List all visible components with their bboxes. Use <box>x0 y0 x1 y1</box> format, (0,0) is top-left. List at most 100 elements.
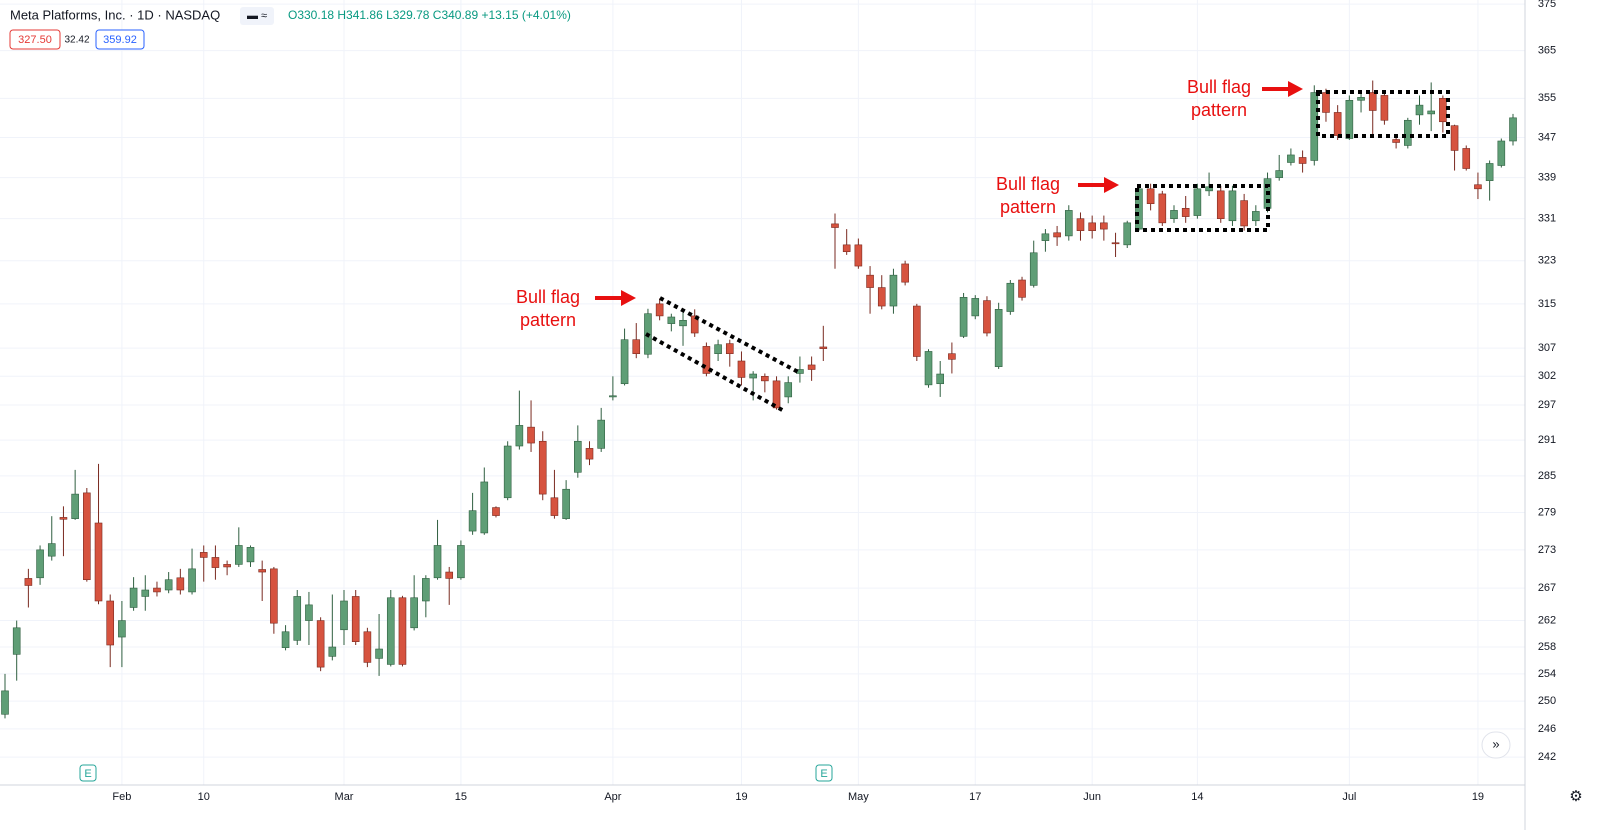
candle-body <box>270 568 278 624</box>
candle-body <box>1298 157 1307 164</box>
candle-body <box>1193 188 1202 216</box>
candle-body <box>1322 92 1330 113</box>
icons[interactable] <box>240 7 274 25</box>
y-tick-label: 307 <box>1538 342 1556 354</box>
candle-body <box>1170 210 1178 219</box>
candle-body <box>24 578 33 586</box>
arrow <box>1104 177 1119 193</box>
candle-body <box>422 578 430 602</box>
candle-body <box>141 589 150 597</box>
candle-body <box>480 481 489 534</box>
candle-body <box>94 522 103 602</box>
annotation: Bull flag <box>996 174 1060 194</box>
candle-body <box>468 510 477 532</box>
event-badge <box>815 764 833 782</box>
x-tick-label: 14 <box>1191 791 1203 803</box>
y-tick-label: 262 <box>1538 614 1556 626</box>
annotation: pattern <box>1000 197 1056 217</box>
candle-body <box>1240 200 1248 227</box>
y-tick-label: 250 <box>1538 695 1556 707</box>
y-tick-label: 347 <box>1538 131 1556 143</box>
arrow <box>1288 81 1303 97</box>
x-tick-label: Jun <box>1083 791 1101 803</box>
x-tick-label: 19 <box>1472 791 1484 803</box>
candle-body <box>1345 99 1354 139</box>
candle-body <box>363 631 372 663</box>
candles <box>1 80 1517 719</box>
candle-body <box>889 274 898 307</box>
candle-body <box>538 440 547 495</box>
y-tick-label: 273 <box>1538 544 1556 556</box>
candle-body <box>386 597 395 665</box>
candle-body <box>924 351 933 386</box>
candle-body <box>761 376 769 382</box>
x-tick-label: May <box>848 791 869 803</box>
x-tick-label: Jul <box>1342 791 1356 803</box>
candle-body <box>562 488 570 519</box>
candle-body <box>1392 139 1400 143</box>
settings-icon[interactable]: ⚙ <box>1569 788 1582 805</box>
annotation: Bull flag <box>516 287 580 307</box>
candle-body <box>1275 170 1284 178</box>
candle-body <box>1427 110 1435 115</box>
candle-body <box>1100 222 1108 230</box>
candle-body <box>1029 252 1038 286</box>
candle-body <box>106 600 115 646</box>
grid <box>0 0 1525 785</box>
spread: 32.42 <box>64 35 89 46</box>
candle-body <box>819 346 828 349</box>
event-label: E <box>820 768 827 780</box>
candle-body <box>1064 210 1073 237</box>
candle-body <box>807 364 816 370</box>
candle-body <box>971 298 980 317</box>
candle-body <box>223 564 231 568</box>
candle-body <box>1380 95 1389 121</box>
event-label: E <box>84 768 91 780</box>
candle-body <box>1076 218 1085 231</box>
candle-body <box>913 305 921 357</box>
candle-body <box>457 545 465 579</box>
candle-body <box>1053 232 1061 238</box>
candle-body <box>585 448 594 460</box>
candle-body <box>492 507 500 516</box>
candle-body <box>632 339 641 354</box>
candle-body <box>1287 154 1295 163</box>
x-tick-label: 19 <box>735 791 747 803</box>
x-tick-label: 10 <box>198 791 210 803</box>
y-tick-label: 279 <box>1538 506 1556 518</box>
candle-body <box>901 263 909 283</box>
y-tick-label: 339 <box>1538 172 1556 184</box>
y-tick-label: 297 <box>1538 399 1556 411</box>
ohlc: O330.18 H341.86 L329.78 C340.89 +13.15 (… <box>288 8 571 22</box>
flag-line <box>659 296 801 375</box>
scroll-button[interactable] <box>1481 731 1511 759</box>
candle-body <box>994 309 1003 367</box>
candle-body <box>47 543 56 557</box>
candle-body <box>725 343 734 354</box>
candle-body <box>71 493 79 519</box>
candle-body <box>83 492 91 581</box>
candle-body <box>281 631 290 648</box>
candle-body <box>667 316 676 324</box>
candle-body <box>1111 242 1120 245</box>
x-tick-label: Apr <box>604 791 621 803</box>
candle-body <box>936 373 945 385</box>
candle-body <box>305 604 313 621</box>
y-tick-label: 375 <box>1538 0 1556 10</box>
y-tick-label: 315 <box>1538 298 1556 310</box>
candle-body <box>258 569 266 573</box>
y-tick-label: 355 <box>1538 92 1556 104</box>
candle-body <box>12 627 21 655</box>
candle-body <box>1252 211 1260 222</box>
candle-body <box>375 648 383 659</box>
y-tick-label: 323 <box>1538 255 1556 267</box>
candle-body <box>620 339 629 385</box>
candle-body <box>597 419 605 449</box>
candle-body <box>784 382 793 398</box>
candle-body <box>679 320 687 327</box>
candle-body <box>340 600 348 631</box>
candle-body <box>445 571 454 579</box>
y-tick-label: 267 <box>1538 582 1556 594</box>
